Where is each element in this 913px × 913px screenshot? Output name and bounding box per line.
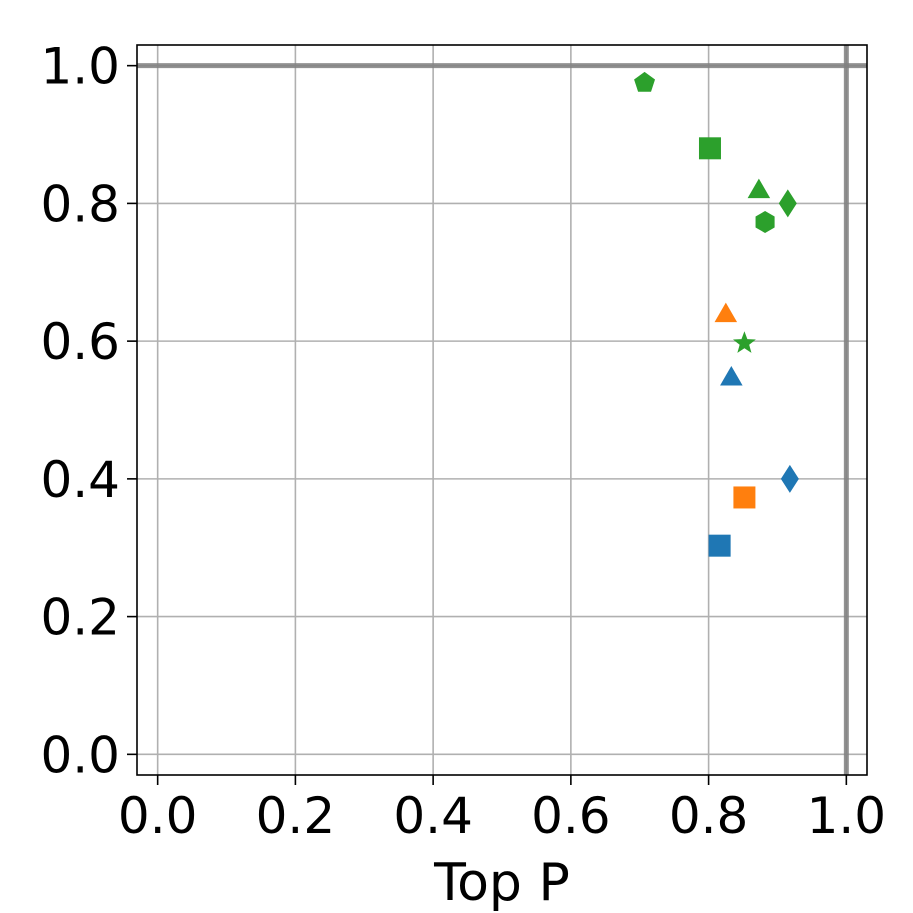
plot-frame xyxy=(136,44,868,776)
y-tick-label: 0.6 xyxy=(40,313,120,371)
green-square-point xyxy=(698,137,721,160)
grid xyxy=(137,45,867,775)
x-axis-label: Top P xyxy=(433,853,570,913)
green-hexagon-point xyxy=(755,210,775,233)
orange-triangle-point xyxy=(714,302,738,323)
green-star-point xyxy=(733,331,756,353)
x-tick-label: 0.6 xyxy=(531,787,611,845)
y-tick-label: 0.8 xyxy=(40,175,120,233)
x-tick-label: 0.4 xyxy=(393,787,473,845)
x-tick-label: 0.8 xyxy=(669,787,749,845)
blue-diamond-point xyxy=(780,464,799,493)
orange-square-point xyxy=(733,486,756,509)
y-tick-label: 0.2 xyxy=(40,589,120,647)
axis-ticks: 0.0 0.2 0.4 0.6 0.8 1.0 0.0 0.2 0.4 0.6 0.8 1.0 xyxy=(40,38,886,845)
reference-lines xyxy=(137,45,867,775)
blue-triangle-point xyxy=(720,365,743,386)
y-tick-label: 0.0 xyxy=(40,726,120,784)
x-tick-label: 0.2 xyxy=(256,787,336,845)
blue-square-point xyxy=(708,534,731,557)
y-tick-label: 0.4 xyxy=(40,451,120,509)
data-points xyxy=(634,71,799,557)
x-tick-label: 0.0 xyxy=(118,787,198,845)
green-triangle-point xyxy=(747,178,771,199)
x-tick-label: 1.0 xyxy=(807,787,887,845)
y-tick-label: 1.0 xyxy=(40,38,120,96)
green-pentagon-point xyxy=(634,71,656,92)
green-diamond-point xyxy=(778,189,797,218)
